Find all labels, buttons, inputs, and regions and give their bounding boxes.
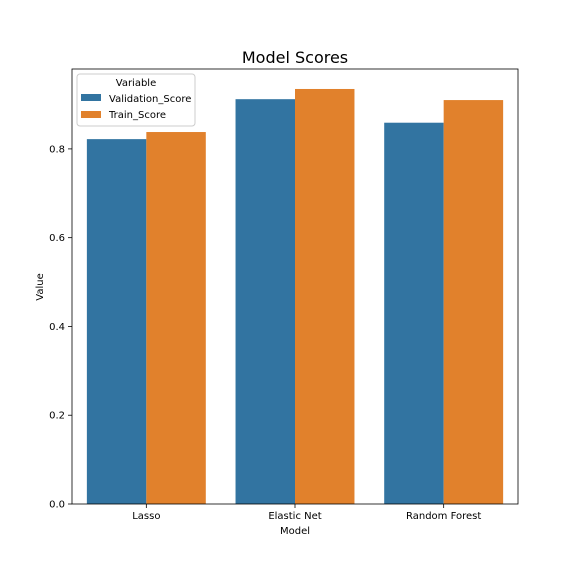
bar-train-score-elastic-net: [295, 88, 355, 504]
bar-train-score-lasso: [146, 132, 206, 504]
y-tick-label: 0.4: [49, 322, 65, 333]
bar-validation-score-elastic-net: [235, 99, 295, 505]
chart-title: Model Scores: [242, 48, 348, 67]
bar-train-score-random-forest: [443, 100, 504, 505]
y-tick-label: 0.0: [49, 500, 65, 511]
legend-swatch-train-score: [81, 111, 101, 118]
bars-group: [86, 88, 504, 505]
bar-validation-score-lasso: [86, 139, 147, 504]
bar-validation-score-random-forest: [384, 122, 444, 505]
y-tick-label: 0.2: [49, 411, 65, 422]
x-axis-label: Model: [280, 526, 310, 537]
y-tick-label: 0.6: [49, 233, 65, 244]
legend-swatch-validation-score: [81, 94, 101, 101]
legend-label-train-score: Train_Score: [108, 110, 166, 121]
x-tick-label-random-forest: Random Forest: [406, 511, 481, 522]
legend: Variable Validation_Score Train_Score: [76, 73, 196, 127]
legend-box: [76, 73, 196, 127]
y-axis: 0.0 0.2 0.4 0.6 0.8: [49, 144, 72, 511]
legend-label-validation-score: Validation_Score: [109, 94, 191, 105]
x-axis: Lasso Elastic Net Random Forest: [132, 504, 481, 522]
y-tick-label: 0.8: [49, 144, 65, 155]
legend-title: Variable: [116, 78, 157, 89]
x-tick-label-lasso: Lasso: [132, 511, 160, 522]
plot-frame: [71, 68, 519, 505]
y-axis-label: Value: [35, 273, 46, 300]
x-tick-label-elastic-net: Elastic Net: [268, 511, 321, 522]
